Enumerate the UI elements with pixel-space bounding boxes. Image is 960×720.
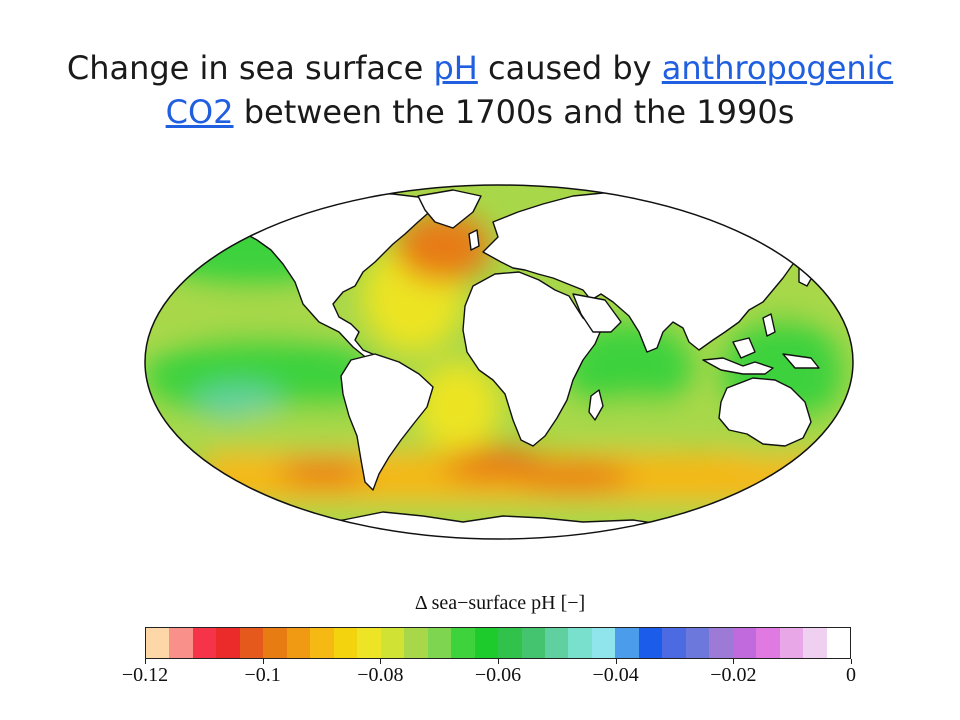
colorbar-tick-mark [145, 659, 146, 664]
colorbar-swatch [709, 628, 733, 658]
colorbar-swatch [779, 628, 804, 658]
north-atlantic-high [395, 212, 491, 282]
colorbar-swatch [310, 628, 334, 658]
indian-ocean [563, 322, 693, 412]
colorbar-swatch [591, 628, 616, 658]
ph-link[interactable]: pH [433, 49, 478, 87]
colorbar-swatch [474, 628, 499, 658]
colorbar-swatch [169, 628, 193, 658]
new-zealand-land [830, 443, 844, 467]
colorbar-swatch [146, 628, 170, 658]
colorbar-swatch [263, 628, 287, 658]
colorbar-swatch [685, 628, 710, 658]
colorbar-swatch [239, 628, 264, 658]
south-atlantic [416, 362, 500, 452]
colorbar-tick-label: −0.04 [592, 664, 639, 686]
borneo-land [732, 337, 756, 359]
map-border [144, 184, 854, 540]
southern-indian-patch [513, 463, 633, 491]
south-indian-ocean [578, 400, 688, 444]
colorbar-tick-mark [380, 659, 382, 664]
title-text-3: between the 1700s and the 1990s [233, 93, 795, 131]
colorbar-swatch [380, 628, 405, 658]
philippines-land [762, 313, 776, 337]
colorbar-tick-mark [262, 659, 264, 664]
colorbar-swatch [216, 628, 240, 658]
colorbar-tick-mark [733, 659, 735, 664]
colorbar-swatch [333, 628, 358, 658]
colorbar-swatch [826, 628, 851, 658]
madagascar-land [588, 389, 604, 421]
title-text-1: Change in sea surface [66, 49, 434, 87]
mollweide-projection [144, 184, 854, 540]
colorbar-swatch [568, 628, 592, 658]
colorbar-tick-label: −0.12 [121, 664, 169, 686]
colorbar-tick-label: −0.06 [474, 664, 522, 686]
australia-land [718, 377, 812, 447]
colorbar-swatch [192, 628, 217, 658]
colorbar-swatch [544, 628, 569, 658]
colorbar-tick-label: −0.1 [244, 664, 281, 686]
colorbar-tick-label: 0 [846, 664, 856, 686]
arabia-land [572, 293, 622, 333]
tropical-pacific-low [193, 384, 283, 420]
colorbar-swatch [498, 628, 522, 658]
colorbar-swatch [756, 628, 780, 658]
north-pacific-subtropics [148, 295, 338, 339]
colorbar-tick-mark [498, 659, 499, 664]
colorbar-swatch [404, 628, 428, 658]
colorbar-swatch [662, 628, 686, 658]
greenland-land [417, 189, 482, 229]
colorbar-label: Δ sea−surface pH [−] [414, 592, 586, 614]
colorbar-tick-label: −0.08 [357, 664, 404, 686]
colorbar-swatch [451, 628, 475, 658]
colorbar-swatch [357, 628, 381, 658]
title-text-2: caused by [477, 49, 662, 87]
south-pacific-patch [278, 458, 368, 486]
indonesia-land [702, 357, 774, 375]
colorbar-swatch [427, 628, 452, 658]
colorbar-swatch [732, 628, 757, 658]
antarctica-land [302, 511, 704, 539]
anthropogenic-co2-link[interactable]: anthropogenic CO2 [165, 49, 894, 131]
colorbar-tick-mark [851, 659, 852, 664]
south-america-land [340, 353, 434, 491]
africa-land [462, 271, 602, 447]
colorbar-tick-label: −0.02 [710, 664, 757, 686]
north-america-land [238, 191, 444, 361]
colorbar [145, 627, 851, 659]
colorbar-swatch [803, 628, 827, 658]
colorbar-tick-mark [615, 659, 617, 664]
colorbar-swatch [521, 628, 545, 658]
colorbar-swatch [638, 628, 663, 658]
british-isles-land [468, 229, 480, 251]
slide-title: Change in sea surface pH caused by anthr… [40, 46, 920, 134]
world-map [143, 182, 855, 547]
colorbar-swatch [286, 628, 311, 658]
colorbar-swatch [615, 628, 639, 658]
new-guinea-land [782, 353, 820, 369]
